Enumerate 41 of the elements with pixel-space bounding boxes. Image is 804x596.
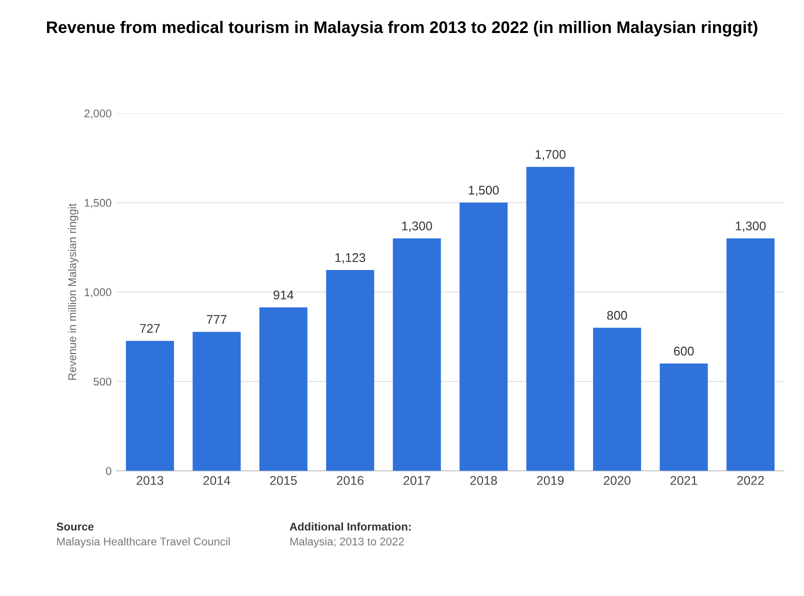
data-label: 1,123 [335, 253, 366, 264]
x-tick-label: 2021 [670, 476, 698, 485]
data-label: 1,300 [736, 222, 766, 232]
data-label: 1,700 [536, 150, 566, 160]
text: Additional Information: [290, 522, 411, 531]
data-label: 777 [206, 315, 226, 324]
data-label: 1,300 [402, 222, 432, 232]
x-tick-label: 2019 [537, 476, 564, 485]
bar [593, 328, 642, 471]
bar [392, 238, 441, 471]
data-label: 727 [140, 324, 160, 333]
x-tick-label: 2018 [470, 476, 497, 485]
x-tick-label: 2015 [270, 476, 297, 485]
text: Malaysia Healthcare Travel Council [57, 537, 230, 548]
data-label: 914 [274, 290, 294, 300]
y-tick-label: 1,500 [84, 198, 112, 208]
text: Source [56, 522, 94, 531]
data-label: 600 [674, 346, 694, 356]
y-tick-label: 2,000 [84, 110, 112, 119]
y-tick-label: 500 [94, 378, 112, 386]
x-tick-label: 2017 [404, 476, 430, 485]
bar [660, 364, 708, 471]
bar [259, 307, 308, 471]
y-axis-title: Revenue in million Malaysian ringgit [68, 203, 78, 380]
data-label: 1,500 [468, 186, 499, 196]
y-tick-label: 1,000 [84, 288, 112, 298]
chart-title: Revenue from medical tourism in Malaysia from 2013 to 2022 (in million Malaysian ringgit) [47, 20, 758, 36]
x-tick-label: 2013 [136, 476, 164, 485]
bar [192, 332, 241, 471]
x-tick-label: 2014 [203, 476, 230, 485]
bar [126, 340, 174, 471]
bar [326, 270, 374, 471]
x-tick-label: 2016 [336, 476, 364, 485]
bar [460, 202, 508, 471]
bar [526, 166, 574, 471]
bar [726, 238, 775, 471]
text: Malaysia; 2013 to 2022 [290, 537, 404, 548]
x-tick-label: 2022 [737, 476, 764, 485]
y-tick-label: 0 [106, 467, 112, 475]
data-label: 800 [607, 310, 628, 320]
x-tick-label: 2020 [604, 476, 630, 485]
